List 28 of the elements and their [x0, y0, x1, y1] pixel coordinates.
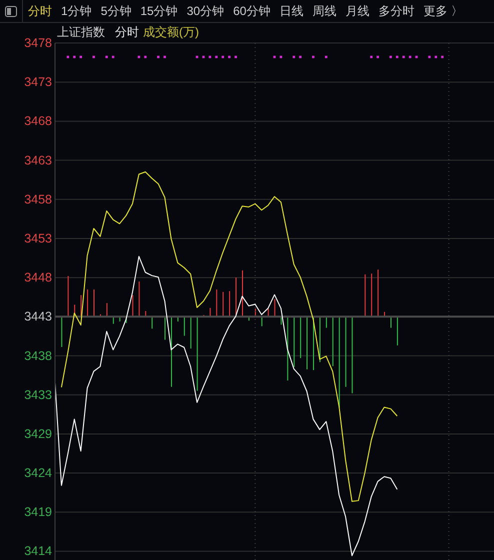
y-tick-label: 3424 — [24, 466, 52, 480]
y-tick-label: 3433 — [24, 388, 52, 402]
y-tick-label: 3438 — [24, 348, 52, 363]
y-tick-label: 3458 — [24, 192, 52, 206]
text: 15分钟 — [140, 4, 178, 18]
y-tick-label: 3468 — [24, 114, 52, 128]
y-tick-label: 3473 — [24, 75, 52, 90]
text: 多分时 — [378, 4, 414, 18]
y-tick-label: 3443 — [24, 310, 52, 324]
text: 1分钟 — [61, 4, 92, 18]
text: 月线 — [345, 4, 370, 18]
text: 分时 — [28, 4, 52, 18]
y-tick-label: 3414 — [24, 544, 52, 558]
y-tick-label: 3478 — [24, 36, 52, 50]
y-tick-label: 3453 — [24, 231, 52, 246]
text: 日线 — [279, 4, 304, 18]
y-tick-label: 3419 — [24, 505, 52, 520]
text: 5分钟 — [100, 4, 132, 18]
text: 30分钟 — [186, 4, 224, 18]
text: 周线 — [312, 4, 336, 18]
y-tick-label: 3448 — [24, 270, 52, 285]
text: 60分钟 — [233, 4, 270, 18]
y-tick-label: 3429 — [24, 426, 52, 441]
y-tick-label: 3463 — [24, 153, 52, 168]
text: 成交额(万) — [143, 25, 199, 40]
text: 更多 〉 — [423, 4, 463, 18]
chart-subtitle: 分时 — [115, 25, 139, 40]
chart-title: 上证指数 — [57, 25, 105, 40]
